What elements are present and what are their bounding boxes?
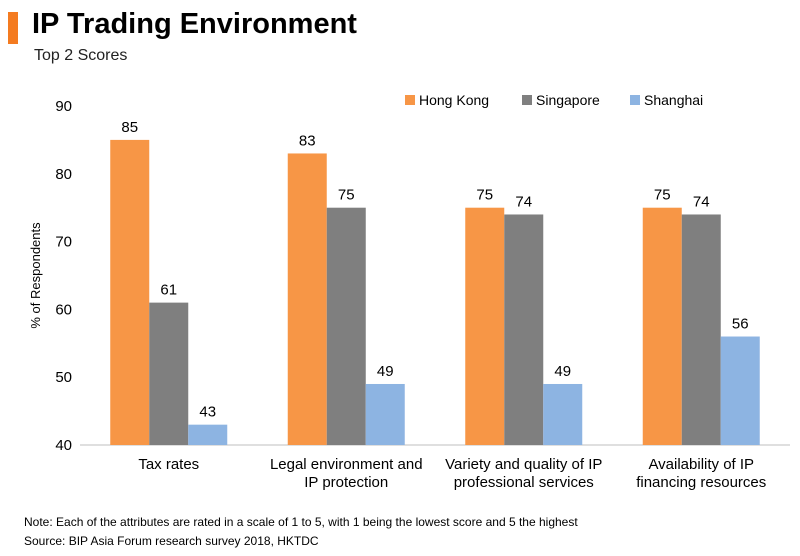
bar-shanghai <box>543 383 583 445</box>
data-label: 75 <box>338 187 355 204</box>
y-axis-label: % of Respondents <box>28 222 43 329</box>
bar-shanghai <box>188 424 228 445</box>
title-accent-bar <box>8 12 18 44</box>
data-label: 75 <box>654 187 671 204</box>
data-label: 83 <box>299 132 316 149</box>
y-tick-label: 80 <box>55 166 72 183</box>
bar-singapore <box>681 214 721 445</box>
data-label: 49 <box>377 363 394 380</box>
y-tick-label: 90 <box>55 98 72 115</box>
x-tick-label: Availability of IP <box>648 456 754 473</box>
legend-swatch <box>630 95 640 105</box>
x-tick-label: professional services <box>454 474 594 491</box>
chart-title: IP Trading Environment <box>32 8 357 40</box>
bar-shanghai <box>720 336 760 445</box>
data-label: 75 <box>476 187 493 204</box>
y-tick-label: 50 <box>55 369 72 386</box>
bar-chart: 40 50 60 70 80 90 % of Respondents 85 61 43 Tax ra… <box>28 92 790 491</box>
x-tick-label: Tax rates <box>138 456 199 473</box>
data-label: 49 <box>554 363 571 380</box>
bar-hong-kong <box>110 139 150 445</box>
legend-swatch <box>405 95 415 105</box>
bar-shanghai <box>365 383 405 445</box>
y-tick-label: 40 <box>55 437 72 454</box>
data-label: 74 <box>693 193 710 210</box>
legend-label: Singapore <box>536 92 600 108</box>
footnote-note: Note: Each of the attributes are rated i… <box>24 515 578 529</box>
x-tick-label: Variety and quality of IP <box>445 456 602 473</box>
x-tick-label: financing resources <box>636 474 766 491</box>
bar-singapore <box>326 207 366 445</box>
bar-singapore <box>504 214 544 445</box>
data-label: 85 <box>121 119 138 136</box>
x-tick-label: IP protection <box>304 474 388 491</box>
data-label: 43 <box>199 404 216 421</box>
legend-label: Hong Kong <box>419 92 489 108</box>
bar-hong-kong <box>642 207 682 445</box>
footnote-source: Source: BIP Asia Forum research survey 2… <box>24 534 319 548</box>
bar-hong-kong <box>287 153 327 445</box>
y-tick-label: 70 <box>55 234 72 251</box>
data-label: 74 <box>515 193 532 210</box>
y-tick-label: 60 <box>55 301 72 318</box>
chart-subtitle: Top 2 Scores <box>34 47 128 64</box>
data-label: 61 <box>160 282 177 299</box>
legend-label: Shanghai <box>644 92 703 108</box>
bar-singapore <box>149 302 189 445</box>
legend-swatch <box>522 95 532 105</box>
data-label: 56 <box>732 316 749 333</box>
x-tick-label: Legal environment and <box>270 456 423 473</box>
bar-hong-kong <box>465 207 505 445</box>
